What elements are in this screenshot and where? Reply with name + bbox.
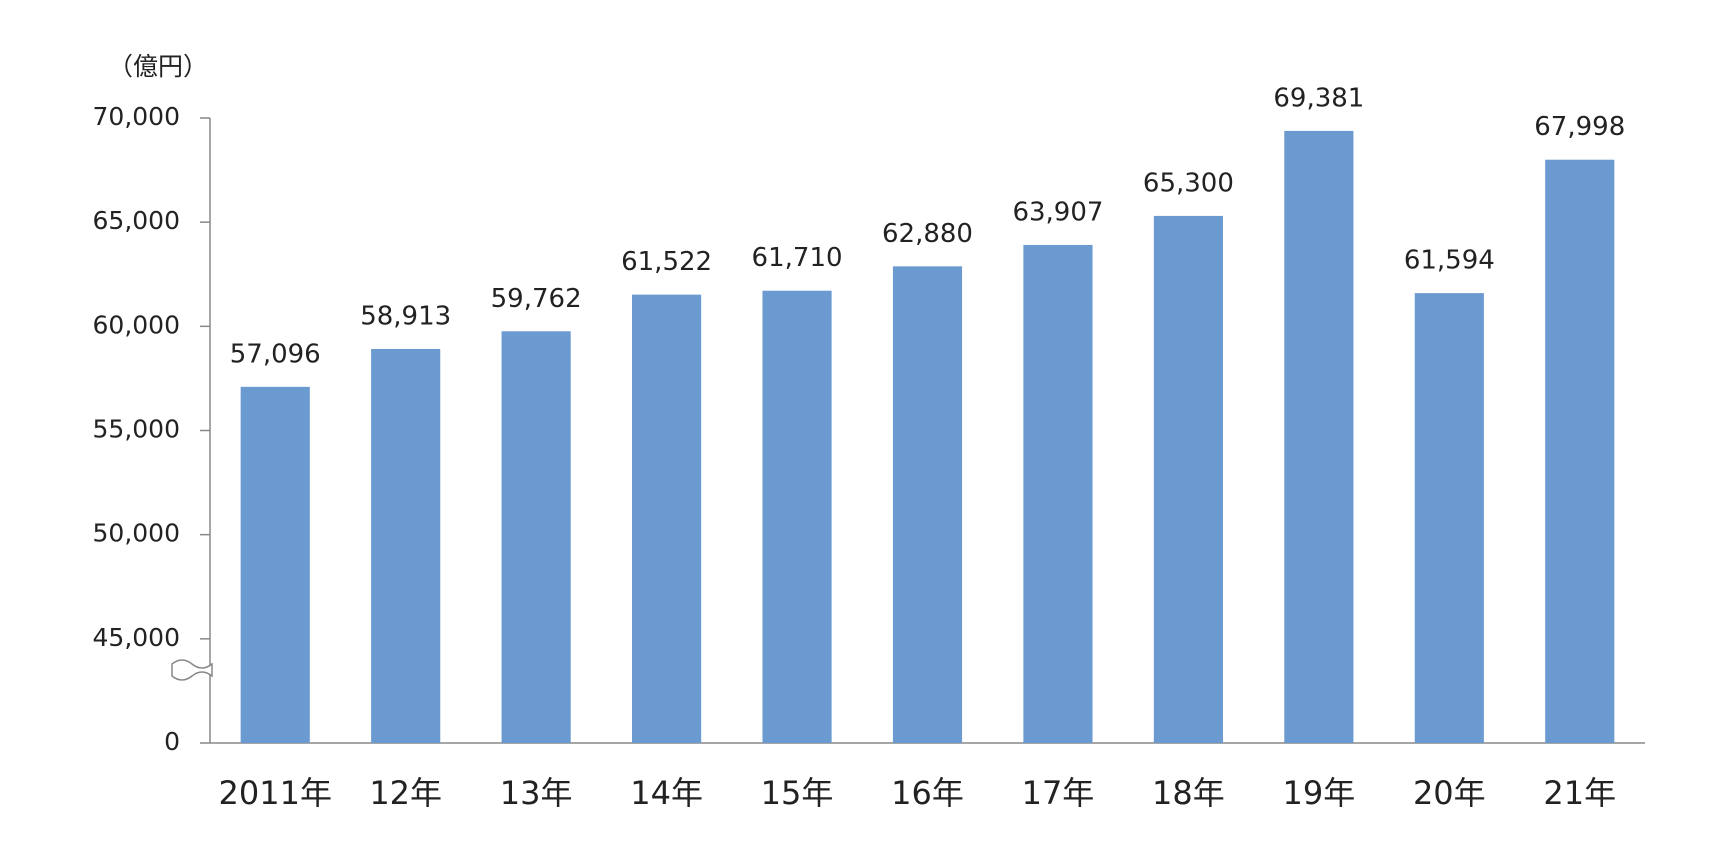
value-label: 67,998 bbox=[1534, 112, 1625, 142]
unit-label: （億円） bbox=[108, 52, 208, 81]
x-tick-label: 18年 bbox=[1152, 774, 1225, 812]
value-label: 63,907 bbox=[1012, 197, 1103, 227]
bar bbox=[501, 331, 571, 743]
y-tick-label: 55,000 bbox=[93, 415, 180, 444]
y-tick-label: 45,000 bbox=[93, 623, 180, 652]
value-label: 65,300 bbox=[1143, 168, 1234, 198]
x-tick-label: 17年 bbox=[1022, 774, 1095, 812]
value-label: 58,913 bbox=[360, 301, 451, 331]
bar bbox=[632, 294, 702, 743]
x-tick-label: 15年 bbox=[761, 774, 834, 812]
x-tick-label: 16年 bbox=[891, 774, 964, 812]
y-tick-label: 60,000 bbox=[93, 310, 180, 339]
bar bbox=[1153, 215, 1223, 743]
value-label: 57,096 bbox=[230, 339, 321, 369]
x-tick-label: 20年 bbox=[1413, 774, 1486, 812]
value-label: 61,522 bbox=[621, 247, 712, 277]
axis-break bbox=[171, 659, 213, 681]
y-tick-label: 70,000 bbox=[93, 102, 180, 131]
x-tick-label: 21年 bbox=[1543, 774, 1616, 812]
bar bbox=[1284, 130, 1354, 744]
x-tick-label: 12年 bbox=[369, 774, 442, 812]
value-label: 61,594 bbox=[1404, 246, 1495, 276]
y-tick-label: 0 bbox=[164, 727, 180, 756]
bar bbox=[892, 266, 963, 743]
bar bbox=[1023, 244, 1093, 743]
y-tick-label: 50,000 bbox=[93, 519, 180, 548]
value-label: 59,762 bbox=[491, 284, 582, 314]
x-tick-label: 19年 bbox=[1282, 774, 1355, 812]
y-tick-label: 65,000 bbox=[93, 206, 180, 235]
x-tick-label: 13年 bbox=[500, 774, 573, 812]
value-label: 69,381 bbox=[1273, 83, 1364, 113]
value-label: 61,710 bbox=[752, 243, 843, 273]
bar bbox=[240, 386, 310, 743]
bar bbox=[762, 290, 832, 743]
bar bbox=[1545, 159, 1615, 744]
bar bbox=[1414, 293, 1484, 743]
x-tick-label: 2011年 bbox=[219, 774, 332, 812]
x-tick-label: 14年 bbox=[630, 774, 703, 812]
bar bbox=[371, 348, 441, 743]
value-label: 62,880 bbox=[882, 219, 973, 249]
